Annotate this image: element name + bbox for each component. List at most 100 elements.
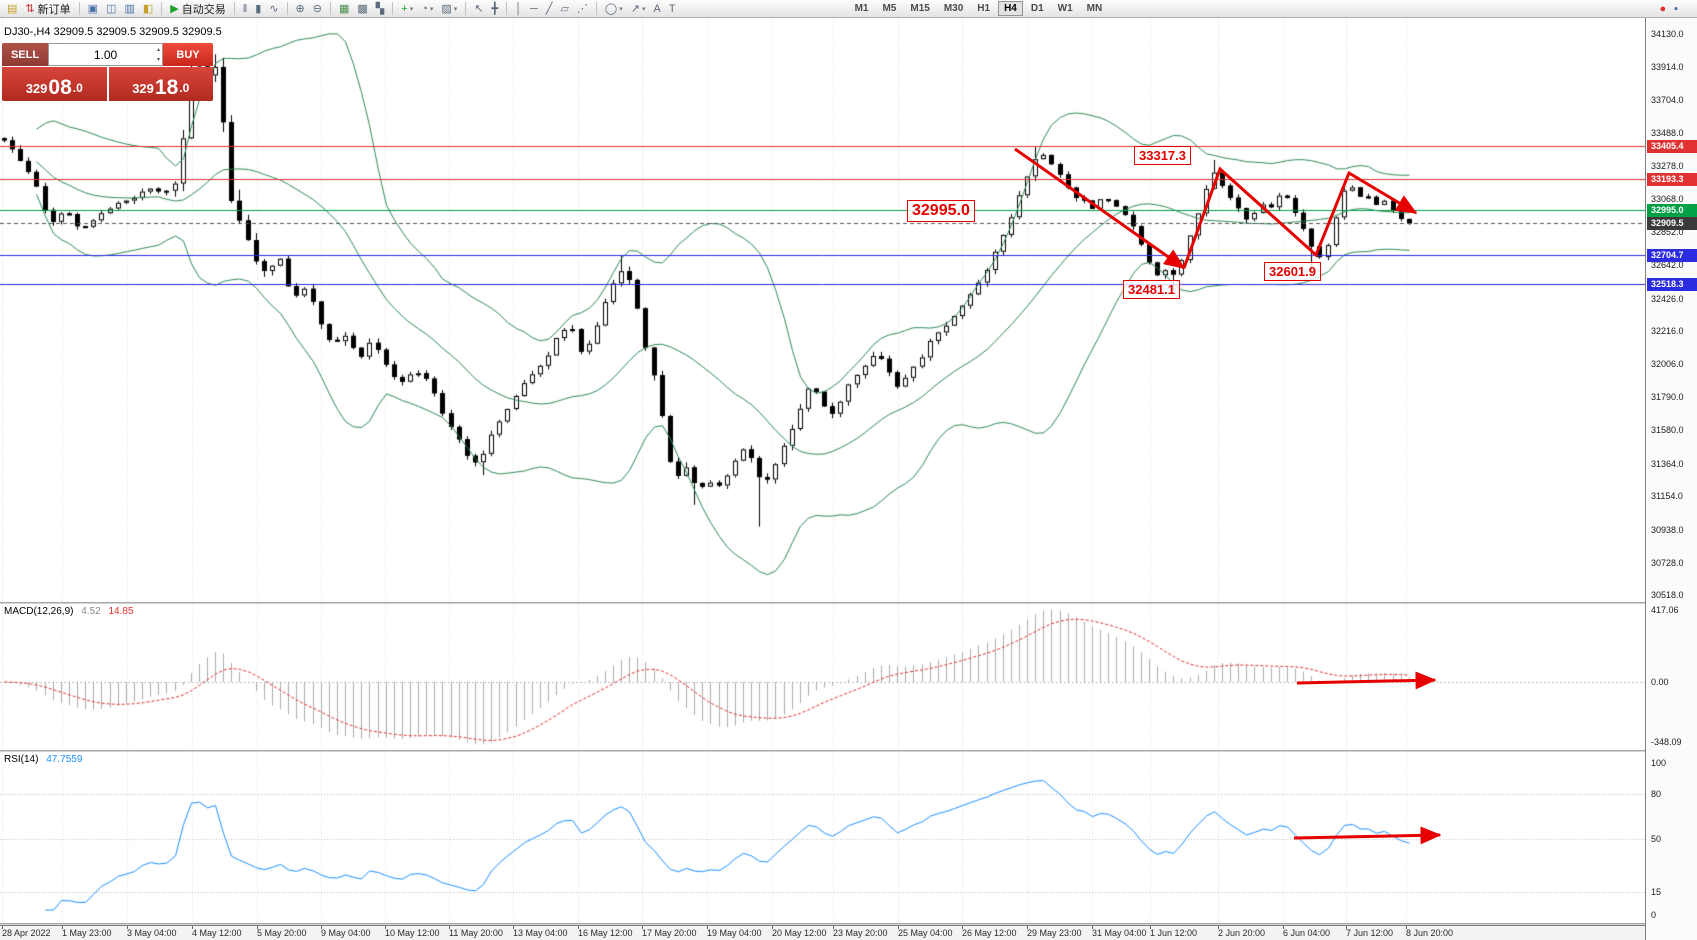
timeframe-w1[interactable]: W1 (1057, 3, 1073, 14)
buy-price-display[interactable]: 329 18.0 (108, 67, 213, 101)
timeframe-d1[interactable]: D1 (1030, 3, 1044, 14)
price-annotation[interactable]: 32601.9 (1264, 262, 1321, 281)
price-annotation[interactable]: 32481.1 (1123, 280, 1180, 299)
window-corner-button[interactable]: ▪ (1671, 1, 1681, 17)
autotrading-button[interactable]: ▶ 自动交易 (167, 1, 228, 17)
price-axis-label: 32216.0 (1651, 326, 1684, 337)
data-window-button[interactable]: ▥ (121, 1, 137, 17)
new-order-button[interactable]: ⇅ 新订单 (22, 1, 73, 17)
templates-button[interactable]: ▨ ▾ (438, 1, 460, 17)
timeframe-m5[interactable]: M5 (882, 3, 897, 14)
candlestick-chart-type-icon: ▮ (255, 2, 262, 15)
panel-separator[interactable] (0, 750, 1645, 752)
fibonacci-retracement-icon: ⋰ (576, 2, 588, 15)
horizontal-line-icon: ─ (530, 2, 538, 15)
price-annotation[interactable]: 32995.0 (907, 200, 975, 222)
buy-price-prefix: 329 (132, 81, 154, 96)
price-scale[interactable]: 34130.0 33914.0 33704.0 33488.0 33278.0 33068… (1645, 18, 1697, 940)
cascade-windows-button[interactable]: ▩ (354, 1, 370, 17)
time-axis-label: 20 May 12:00 (772, 928, 827, 938)
main-toolbar: ▤ ⇅ 新订单 ▣ ◫ ▥ ◧ ▶ 自动交易 ‖ ▮ ∿ ⊕ ⊖ ▦ ▩ ▚ + ▾ ◔ ▾ ▨ ▾ ↖ ╋ │ ─ ╱ ▱ ⋰ ◯ ▾ ↗ ▾ A… (0, 0, 1697, 18)
arrange-windows-button[interactable]: ▚ (373, 1, 387, 17)
time-tick (578, 926, 579, 929)
alerts-status-button[interactable]: ● (1656, 1, 1669, 17)
price-axis-label: 30938.0 (1651, 524, 1684, 535)
timeframe-m30[interactable]: M30 (943, 3, 964, 14)
spinner-down-icon[interactable]: ▾ (156, 57, 160, 63)
timeframe-mn[interactable]: MN (1086, 3, 1103, 14)
time-axis-label: 26 May 12:00 (962, 928, 1017, 938)
shapes-button[interactable]: ◯ ▾ (602, 1, 626, 17)
vertical-line-button[interactable]: │ (512, 1, 525, 17)
panel-separator[interactable] (0, 602, 1645, 604)
macd-signal-value: 14.85 (108, 606, 134, 617)
macd-main-value: 4.52 (81, 606, 101, 617)
time-tick (257, 926, 258, 929)
trendline-button[interactable]: ╱ (543, 1, 556, 17)
toolbar-separator (506, 2, 508, 15)
equidistant-channel-button[interactable]: ▱ (557, 1, 571, 17)
charts-profile-button[interactable]: ▣ (85, 1, 101, 17)
price-axis-label: 32426.0 (1651, 293, 1684, 304)
new-chart-button[interactable]: ▤ (4, 1, 20, 17)
buy-price-decimal: .0 (179, 81, 190, 95)
macd-indicator-label: MACD(12,26,9) 4.52 14.85 (4, 606, 134, 617)
horizontal-line-button[interactable]: ─ (527, 1, 541, 17)
sell-price-display[interactable]: 329 08.0 (2, 67, 107, 101)
time-axis-label: 10 May 12:00 (385, 928, 440, 938)
timeframe-h1[interactable]: H1 (977, 3, 991, 14)
crosshair-button[interactable]: ╋ (489, 1, 502, 17)
time-axis-label: 3 May 04:00 (127, 928, 177, 938)
market-watch-button[interactable]: ◫ (103, 1, 119, 17)
indicators-button[interactable]: + ▾ (398, 1, 416, 17)
price-axis-label: 31580.0 (1651, 425, 1684, 436)
tile-windows-button[interactable]: ▦ (336, 1, 352, 17)
zoom-in-button[interactable]: ⊕ (293, 1, 308, 17)
arrow-objects-button[interactable]: ↗ ▾ (628, 1, 649, 17)
toolbar-separator (286, 2, 288, 15)
time-tick (127, 926, 128, 929)
volume-spinner[interactable]: ▴ ▾ (157, 45, 160, 65)
volume-input[interactable]: 1.00 ▴ ▾ (48, 43, 163, 66)
time-axis-label: 17 May 20:00 (642, 928, 697, 938)
rsi-title: RSI(14) (4, 754, 39, 765)
new-order-icon: ⇅ (25, 2, 35, 15)
cascade-windows-icon: ▩ (357, 2, 368, 15)
periods-button[interactable]: ◔ ▾ (418, 1, 436, 17)
fibonacci-retracement-button[interactable]: ⋰ (574, 1, 591, 17)
time-axis-label: 7 Jun 12:00 (1346, 928, 1394, 938)
buy-button[interactable]: BUY (163, 43, 213, 66)
arrow-objects-icon: ↗ (630, 2, 640, 15)
bar-chart-type-button[interactable]: ‖ (240, 1, 251, 17)
price-level-tag: 32995.0 (1647, 203, 1697, 217)
time-axis-label: 28 Apr 2022 (2, 928, 51, 938)
zoom-out-button[interactable]: ⊖ (310, 1, 325, 17)
shapes-icon: ◯ (604, 2, 618, 15)
line-chart-type-icon: ∿ (269, 2, 279, 15)
caret-down-icon: ▾ (453, 5, 458, 13)
timeframe-m1[interactable]: M1 (854, 3, 869, 14)
timeframe-h4[interactable]: H4 (998, 1, 1023, 16)
rsi-axis-label: 50 (1651, 833, 1662, 844)
rsi-value: 47.7559 (46, 754, 83, 765)
timeframe-m15[interactable]: M15 (910, 3, 930, 14)
spinner-up-icon[interactable]: ▴ (156, 47, 160, 53)
text-button[interactable]: A (650, 1, 663, 17)
time-axis-label: 31 May 04:00 (1092, 928, 1147, 938)
time-tick (1150, 926, 1151, 929)
time-axis-label: 4 May 12:00 (192, 928, 242, 938)
cursor-button[interactable]: ↖ (471, 1, 486, 17)
time-axis-label: 23 May 20:00 (833, 928, 888, 938)
price-chart-canvas[interactable] (0, 18, 1645, 925)
line-chart-type-button[interactable]: ∿ (266, 1, 281, 17)
navigator-button[interactable]: ◧ (140, 1, 156, 17)
sell-button[interactable]: SELL (2, 43, 48, 66)
price-annotation[interactable]: 33317.3 (1134, 146, 1191, 165)
price-axis-label: 32642.0 (1651, 259, 1684, 270)
time-axis[interactable]: 28 Apr 2022 1 May 23:00 3 May 04:00 4 May 1… (0, 925, 1645, 940)
panel-separator[interactable] (0, 923, 1645, 925)
candlestick-chart-type-button[interactable]: ▮ (252, 1, 264, 17)
macd-title: MACD(12,26,9) (4, 606, 74, 617)
text-label-button[interactable]: T (666, 1, 679, 17)
arrange-windows-icon: ▚ (375, 2, 385, 15)
